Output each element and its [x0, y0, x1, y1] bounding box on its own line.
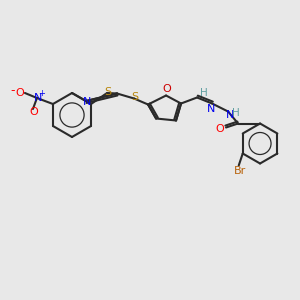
Text: O: O	[30, 107, 38, 117]
Text: O: O	[163, 85, 171, 94]
Text: S: S	[131, 92, 139, 103]
Text: O: O	[16, 88, 24, 98]
Text: O: O	[216, 124, 224, 134]
Text: Br: Br	[234, 166, 246, 176]
Text: N: N	[83, 97, 91, 107]
Text: H: H	[200, 88, 208, 98]
Text: N: N	[34, 93, 42, 103]
Text: N: N	[207, 103, 215, 113]
Text: -: -	[11, 85, 15, 98]
Text: H: H	[232, 109, 240, 118]
Text: +: +	[38, 88, 45, 98]
Text: S: S	[104, 87, 112, 97]
Text: N: N	[226, 110, 234, 121]
